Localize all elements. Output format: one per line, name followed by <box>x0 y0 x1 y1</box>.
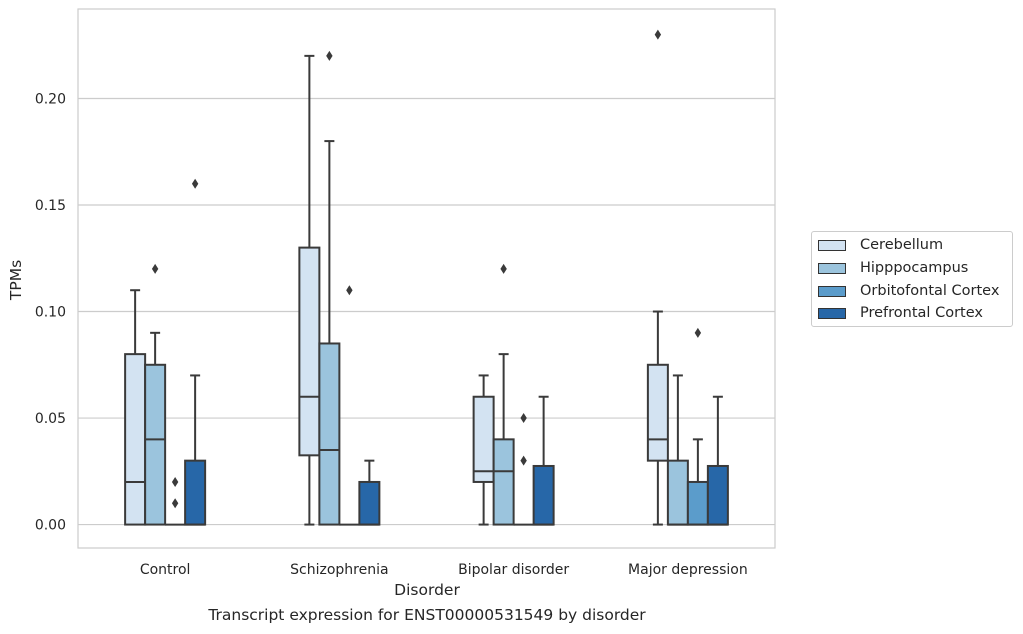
legend-swatch-orbitofontal-cortex <box>818 285 846 297</box>
box-hipppocampus <box>144 263 167 526</box>
legend-swatch-cerebellum <box>818 239 846 251</box>
box-cerebellum <box>646 29 669 526</box>
legend-label: Orbitofontal Cortex <box>860 283 1000 299</box>
iqr-box <box>144 363 167 526</box>
box-hipppocampus <box>318 50 341 526</box>
outlier-point <box>171 498 179 509</box>
plot-area-frame <box>77 8 776 549</box>
box-orbitofontal-cortex <box>686 327 709 526</box>
x-axis-ticks: Control Schizophrenia Bipolar disorder Majo… <box>140 562 748 578</box>
outlier-point <box>520 413 527 424</box>
x-tick-label: Bipolar disorder <box>458 562 569 578</box>
legend: Cerebellum Hipppocampus Orbitofontal Cor… <box>811 231 1013 327</box>
outlier-point <box>694 327 702 338</box>
iqr-box <box>358 480 381 526</box>
box-cerebellum <box>124 289 147 526</box>
outlier-point <box>520 455 527 466</box>
iqr-box <box>184 459 207 526</box>
y-tick-label: 0.15 <box>35 198 66 214</box>
iqr-box <box>472 395 495 483</box>
box-orbitofontal-cortex <box>513 413 534 526</box>
legend-swatch-prefrontal-cortex <box>818 307 846 319</box>
outlier-point <box>191 178 199 189</box>
box-hipppocampus <box>666 374 689 526</box>
outlier-point <box>171 476 179 487</box>
y-tick-label: 0.10 <box>35 305 66 321</box>
y-tick-label: 0.05 <box>35 411 66 427</box>
boxes <box>124 29 729 526</box>
iqr-box <box>124 353 147 526</box>
box-prefrontal-cortex <box>358 459 381 526</box>
iqr-box <box>532 464 555 526</box>
iqr-box <box>646 363 669 462</box>
box-hipppocampus <box>492 263 515 526</box>
legend-item-cerebellum: Cerebellum <box>818 236 943 254</box>
legend-label: Cerebellum <box>860 237 944 253</box>
x-tick-label: Control <box>140 562 191 578</box>
box-cerebellum <box>298 54 321 526</box>
legend-label: Prefrontal Cortex <box>860 305 983 321</box>
outlier-point <box>326 50 333 61</box>
legend-item-hipppocampus: Hipppocampus <box>818 259 968 277</box>
outlier-point <box>654 29 662 40</box>
iqr-box <box>492 438 515 526</box>
chart-caption: Transcript expression for ENST0000053154… <box>208 606 646 624</box>
legend-item-prefrontal-cortex: Prefrontal Cortex <box>818 304 983 322</box>
outlier-point <box>151 263 159 274</box>
iqr-box <box>706 464 729 526</box>
legend-item-orbitofontal-cortex: Orbitofontal Cortex <box>818 282 999 300</box>
box-orbitofontal-cortex <box>165 476 186 526</box>
iqr-box <box>686 480 709 526</box>
x-tick-label: Schizophrenia <box>290 562 388 578</box>
outlier-point <box>346 285 353 296</box>
iqr-box <box>666 459 689 526</box>
box-prefrontal-cortex <box>706 395 729 526</box>
iqr-box <box>318 342 341 526</box>
iqr-box <box>298 246 321 457</box>
outlier-point <box>500 263 507 274</box>
legend-swatch-hipppocampus <box>818 262 846 274</box>
box-prefrontal-cortex <box>184 178 207 526</box>
x-tick-label: Major depression <box>628 562 748 578</box>
y-tick-label: 0.00 <box>35 518 66 534</box>
y-tick-label: 0.20 <box>35 91 66 107</box>
box-orbitofontal-cortex <box>339 285 360 526</box>
y-axis-label: TPMs <box>7 260 25 301</box>
box-cerebellum <box>472 374 495 526</box>
x-axis-label: Disorder <box>394 581 460 599</box>
box-prefrontal-cortex <box>532 395 555 526</box>
legend-label: Hipppocampus <box>860 260 969 276</box>
y-axis-ticks: 0.00 0.05 0.10 0.15 0.20 <box>35 91 66 533</box>
